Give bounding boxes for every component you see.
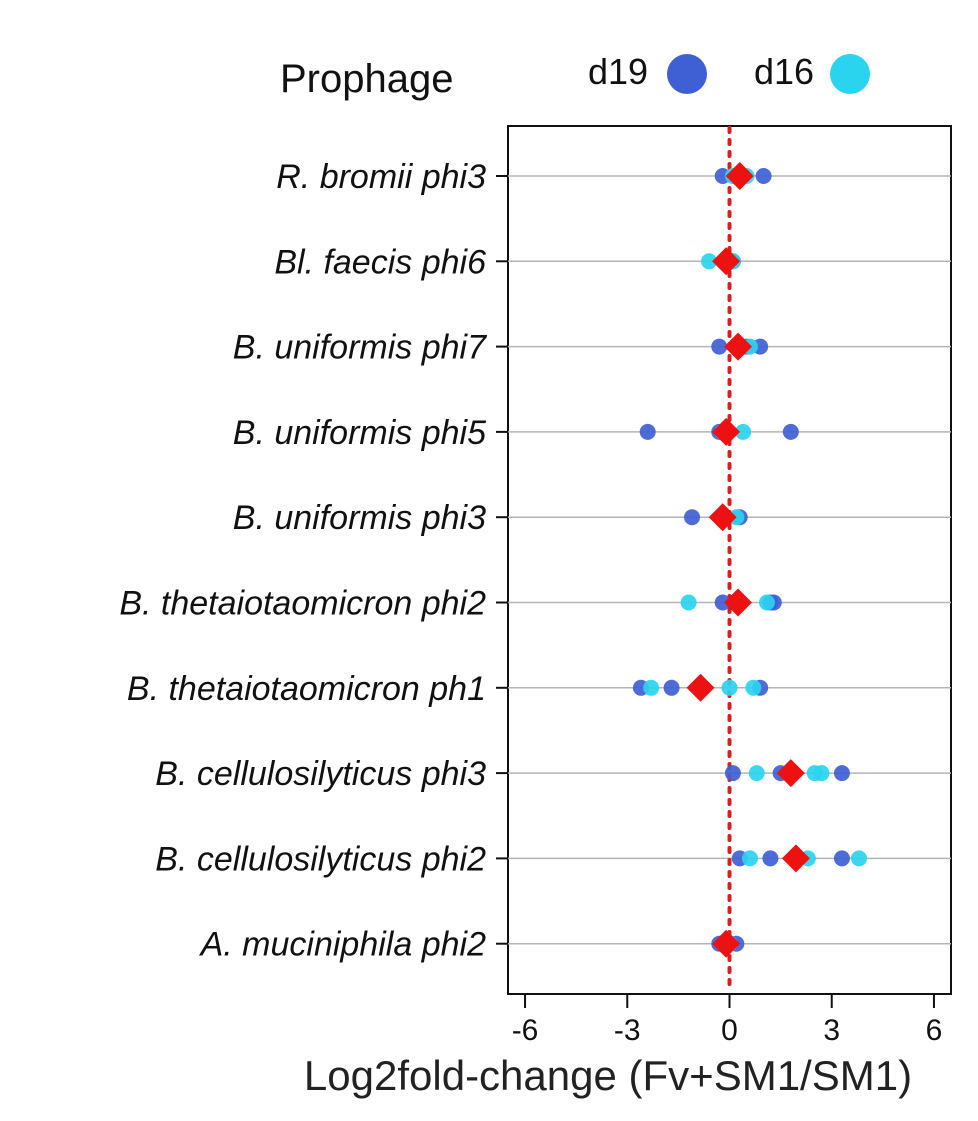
mean-marker: [776, 759, 805, 788]
legend-label-d16: d16: [754, 51, 814, 92]
x-tick-label: 0: [721, 1014, 738, 1047]
legend-label-d19: d19: [588, 51, 648, 92]
data-point-d19: [711, 338, 728, 355]
data-point-d19: [833, 765, 850, 782]
data-point-d19: [663, 679, 680, 696]
category-label: B. cellulosilyticus phi3: [155, 755, 486, 793]
mean-marker: [708, 503, 737, 532]
category-label: B. thetaiotaomicron ph1: [127, 670, 486, 708]
data-point-d19: [782, 423, 799, 440]
mean-marker: [724, 588, 753, 617]
data-point-d16: [680, 594, 697, 611]
category-label: B. cellulosilyticus phi2: [155, 840, 486, 878]
data-point-d16: [850, 850, 867, 867]
data-point-d19: [762, 850, 779, 867]
data-point-d16: [758, 594, 775, 611]
data-points: [632, 168, 867, 952]
x-tick-label: -3: [614, 1014, 641, 1047]
mean-marker: [686, 673, 715, 702]
mean-marker: [781, 844, 810, 873]
grid-lines: [496, 175, 951, 945]
data-point-d16: [748, 765, 765, 782]
category-label: B. thetaiotaomicron phi2: [119, 585, 486, 623]
data-point-d16: [813, 765, 830, 782]
data-point-d16: [643, 679, 660, 696]
data-point-d16: [735, 423, 752, 440]
data-point-d19: [833, 850, 850, 867]
mean-marker: [724, 332, 753, 361]
x-axis-label: Log2fold-change (Fv+SM1/SM1): [304, 1052, 912, 1099]
legend-marker-d19: [667, 54, 707, 94]
legend-marker-d16: [830, 54, 870, 94]
data-point-d19: [724, 765, 741, 782]
category-label: B. uniformis phi7: [233, 329, 487, 367]
category-label: Bl. faecis phi6: [274, 243, 486, 281]
mean-markers: [686, 162, 810, 958]
x-tick-label: 3: [823, 1014, 840, 1047]
data-point-d16: [701, 253, 718, 270]
data-point-d16: [745, 679, 762, 696]
mean-marker: [725, 162, 754, 190]
category-label: B. uniformis phi5: [233, 414, 486, 452]
legend-title: Prophage: [280, 57, 453, 101]
x-tick-label: 6: [926, 1014, 943, 1047]
data-point-d19: [755, 168, 772, 184]
data-point-d19: [714, 594, 731, 611]
category-label: A. muciniphila phi2: [199, 926, 486, 964]
data-point-d16: [741, 850, 758, 867]
data-point-d19: [639, 423, 656, 440]
x-tick-label: -6: [512, 1014, 539, 1047]
category-labels: R. bromii phi3 Bl. faecis phi6 B. uniformi…: [119, 158, 487, 964]
mean-marker: [712, 417, 741, 446]
data-point-d16: [721, 679, 738, 696]
category-label: B. uniformis phi3: [233, 499, 486, 537]
x-axis-ticks: -6 -3 0 3 6: [512, 994, 943, 1047]
category-label: R. bromii phi3: [276, 158, 486, 196]
data-point-d19: [684, 509, 701, 526]
mean-marker: [712, 247, 741, 276]
mean-marker: [712, 929, 741, 958]
